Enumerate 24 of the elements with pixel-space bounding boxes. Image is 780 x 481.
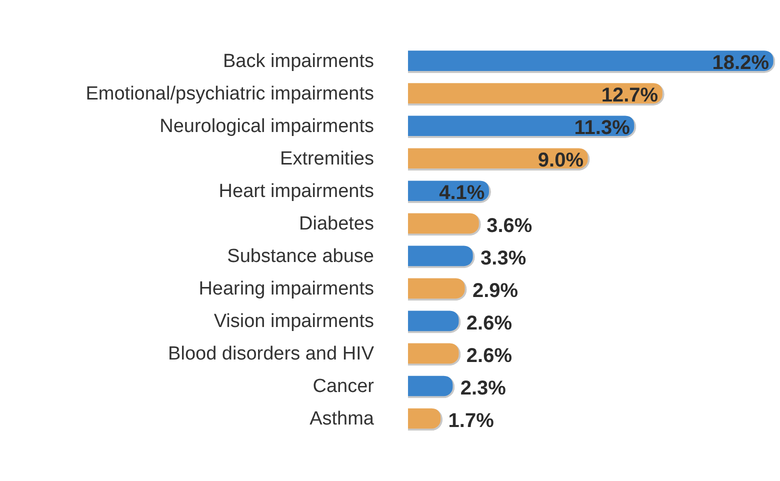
y-tick-label: Extremities: [280, 148, 374, 170]
data-label: 1.7%: [448, 410, 494, 432]
y-tick-label: Blood disorders and HIV: [168, 344, 374, 365]
data-label: 12.7%: [601, 84, 658, 107]
data-label: 2.3%: [460, 377, 506, 400]
data-label: 9.0%: [538, 150, 584, 172]
y-tick-label: Cancer: [312, 376, 375, 398]
data-label: 2.9%: [472, 280, 518, 302]
data-label: 11.3%: [574, 117, 630, 140]
data-label: 4.1%: [439, 182, 485, 204]
y-tick-label: Hearing impairments: [198, 278, 374, 300]
y-tick-label: Back impairments: [223, 50, 374, 72]
data-label: 18.2%: [712, 52, 770, 74]
data-label: 3.6%: [486, 214, 532, 237]
y-tick-label: Neurological impairments: [160, 116, 374, 137]
data-label: 2.6%: [466, 344, 512, 367]
data-label: 2.6%: [466, 312, 512, 334]
y-tick-label: Vision impairments: [214, 311, 374, 332]
y-tick-label: Emotional/psychiatric impairments: [86, 83, 374, 104]
y-tick-label: Substance abuse: [227, 246, 374, 267]
y-tick-label: Diabetes: [299, 213, 374, 234]
y-tick-label: Heart impairments: [218, 180, 374, 202]
data-label: 3.3%: [480, 247, 526, 270]
y-tick-label: Asthma: [310, 408, 374, 430]
